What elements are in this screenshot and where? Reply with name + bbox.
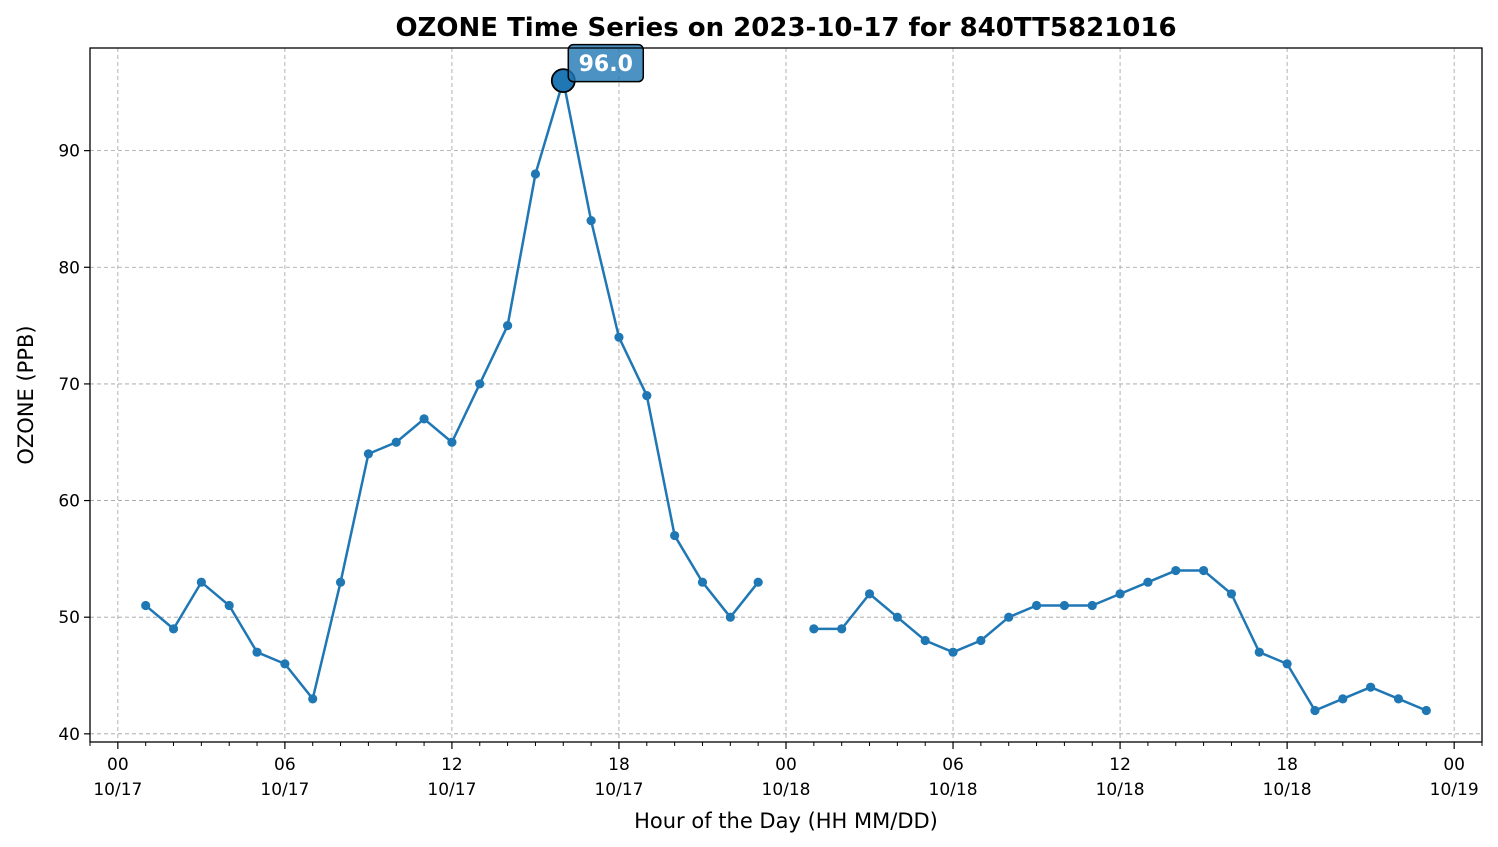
x-tick-label-date: 10/19 bbox=[1430, 780, 1479, 800]
x-tick-label-hour: 06 bbox=[942, 755, 964, 775]
data-point bbox=[614, 332, 624, 342]
data-point bbox=[864, 589, 875, 599]
data-point bbox=[892, 612, 902, 622]
data-point bbox=[1254, 647, 1264, 657]
data-point bbox=[1282, 659, 1292, 669]
x-tick-label-date: 10/18 bbox=[929, 780, 978, 800]
y-tick-label: 40 bbox=[58, 725, 80, 745]
data-point bbox=[391, 437, 401, 447]
y-tick-label: 90 bbox=[58, 142, 80, 162]
data-point bbox=[141, 600, 151, 611]
data-point bbox=[1226, 589, 1237, 599]
data-point bbox=[697, 577, 708, 587]
data-point bbox=[308, 694, 318, 704]
data-point bbox=[586, 216, 596, 226]
x-tick-label-hour: 18 bbox=[608, 755, 630, 775]
y-tick-label: 70 bbox=[58, 375, 80, 395]
data-point bbox=[670, 530, 680, 541]
data-point bbox=[168, 624, 179, 634]
data-point bbox=[475, 379, 485, 389]
data-point bbox=[920, 635, 930, 646]
data-point bbox=[363, 449, 373, 459]
data-point bbox=[1115, 589, 1125, 599]
series-line-segment bbox=[144, 79, 760, 701]
x-tick-label-date: 10/18 bbox=[762, 780, 811, 800]
data-point bbox=[1004, 612, 1014, 622]
x-tick-label-date: 10/18 bbox=[1096, 780, 1145, 800]
data-point bbox=[1143, 577, 1153, 587]
x-tick-label-date: 10/17 bbox=[260, 780, 309, 800]
x-tick-label-hour: 00 bbox=[775, 755, 797, 775]
data-point bbox=[642, 390, 652, 401]
data-point bbox=[335, 577, 346, 587]
x-tick-label-hour: 00 bbox=[107, 755, 129, 775]
x-tick-label-hour: 00 bbox=[1443, 755, 1465, 775]
data-point bbox=[725, 612, 735, 622]
chart-title: OZONE Time Series on 2023-10-17 for 840T… bbox=[395, 13, 1176, 43]
x-tick-label-date: 10/17 bbox=[594, 780, 643, 800]
data-point bbox=[1171, 565, 1181, 576]
peak-annotation: 96.0 bbox=[550, 43, 645, 94]
data-point bbox=[252, 647, 262, 657]
y-tick-label: 80 bbox=[58, 258, 80, 278]
data-point bbox=[1421, 705, 1431, 716]
data-point bbox=[1310, 705, 1320, 716]
x-axis-label: Hour of the Day (HH MM/DD) bbox=[634, 809, 938, 833]
peak-label-box bbox=[567, 43, 645, 83]
series-ozone bbox=[141, 76, 1431, 716]
x-tick-label-date: 10/17 bbox=[93, 780, 142, 800]
data-point bbox=[1031, 600, 1042, 611]
data-point bbox=[1059, 600, 1069, 611]
data-point bbox=[753, 577, 763, 587]
data-point bbox=[503, 321, 513, 331]
grid-lines bbox=[90, 48, 1482, 742]
x-tick-label-date: 10/17 bbox=[427, 780, 476, 800]
x-tick-label-hour: 12 bbox=[1109, 755, 1131, 775]
data-point bbox=[1393, 694, 1404, 704]
data-point bbox=[948, 647, 958, 657]
x-tick-label-date: 10/18 bbox=[1263, 780, 1312, 800]
axis-ticks: 40 50 60 70 80 90 00 10/17 06 10/17 12 10/17 18 10/17… bbox=[58, 142, 1483, 800]
y-tick-label: 50 bbox=[58, 608, 80, 628]
data-point bbox=[1199, 565, 1209, 576]
peak-label: 96.0 bbox=[579, 52, 633, 77]
data-point bbox=[447, 437, 457, 447]
data-point bbox=[224, 600, 234, 611]
y-axis-label: OZONE (PPB) bbox=[14, 325, 38, 464]
x-tick-label-hour: 12 bbox=[441, 755, 463, 775]
data-point bbox=[976, 635, 986, 646]
data-point bbox=[1338, 694, 1348, 704]
data-point bbox=[530, 169, 541, 179]
data-point bbox=[1087, 600, 1097, 611]
x-tick-label-hour: 18 bbox=[1276, 755, 1298, 775]
y-tick-label: 60 bbox=[58, 492, 80, 512]
data-point bbox=[196, 577, 206, 587]
data-point bbox=[809, 624, 819, 634]
data-point bbox=[280, 659, 290, 669]
x-tick-label-hour: 06 bbox=[274, 755, 296, 775]
data-point bbox=[837, 624, 847, 634]
data-point bbox=[1366, 682, 1376, 692]
data-point bbox=[419, 414, 429, 424]
